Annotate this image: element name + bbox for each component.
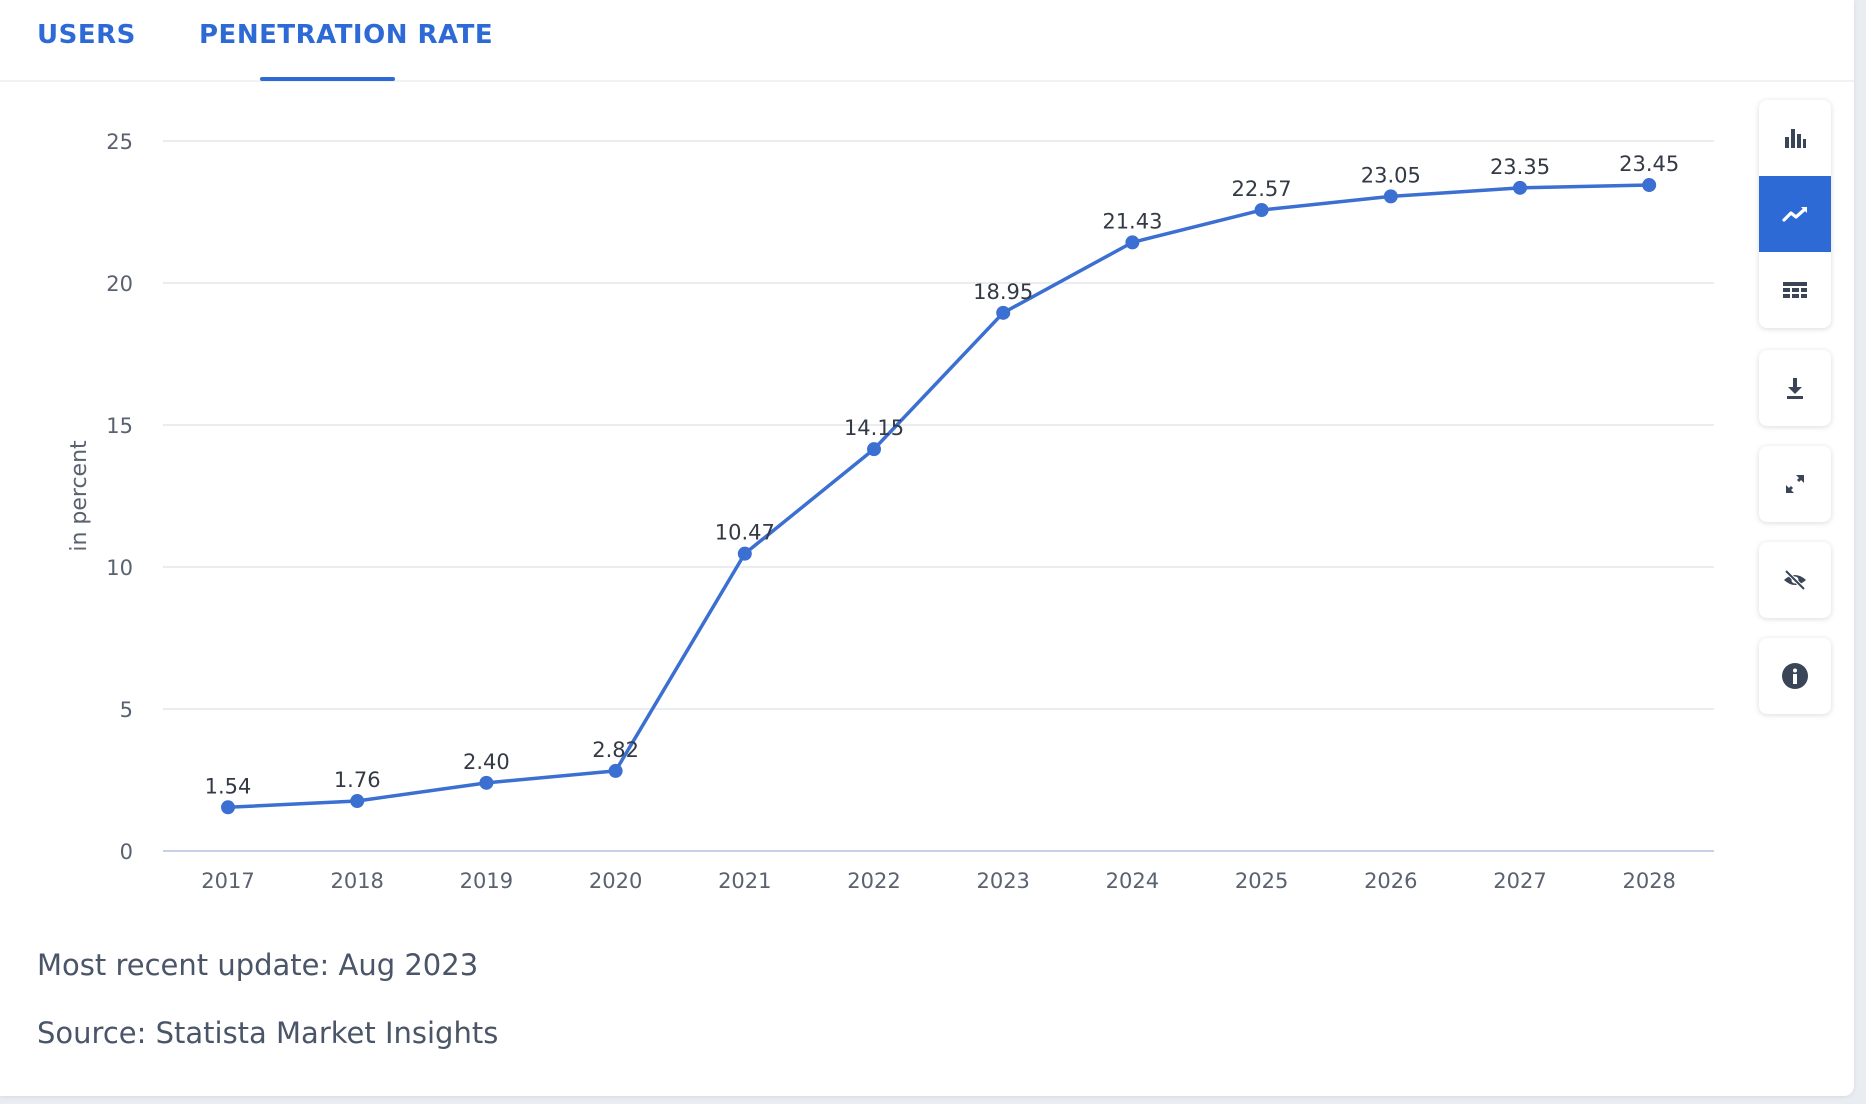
data-label: 1.54 [205, 774, 252, 798]
line-chart-icon [1782, 207, 1807, 222]
chart-type-group [1759, 100, 1831, 328]
data-label: 1.76 [334, 768, 381, 792]
data-label: 21.43 [1102, 209, 1162, 233]
info-icon [1782, 663, 1808, 689]
table-button[interactable] [1759, 252, 1831, 328]
data-label: 23.45 [1619, 152, 1679, 176]
data-point [737, 546, 752, 561]
data-label: 2.40 [463, 750, 510, 774]
x-tick-label: 2023 [976, 869, 1029, 893]
bar-chart-icon [1785, 129, 1806, 148]
line-chart-button[interactable] [1759, 176, 1831, 252]
y-tick-label: 5 [120, 698, 133, 722]
y-tick-label: 10 [106, 556, 133, 580]
data-point [867, 442, 881, 457]
x-tick-label: 2019 [460, 869, 513, 893]
data-point [1383, 189, 1398, 204]
x-tick-label: 2021 [718, 869, 771, 893]
data-label: 23.35 [1490, 155, 1550, 179]
data-point [479, 775, 494, 790]
data-point [608, 763, 623, 778]
data-point [1642, 178, 1657, 193]
data-label: 10.47 [715, 521, 775, 545]
info-button[interactable] [1759, 638, 1831, 714]
x-tick-label: 2018 [330, 869, 383, 893]
data-label: 14.15 [844, 416, 904, 440]
hide-icon [1784, 569, 1806, 591]
y-tick-label: 20 [106, 272, 133, 296]
hide-button[interactable] [1759, 542, 1831, 618]
data-label: 2.82 [592, 738, 639, 762]
active-tab-indicator [260, 77, 395, 81]
y-tick-label: 0 [120, 840, 133, 864]
data-point [996, 305, 1011, 320]
data-point [1254, 203, 1269, 218]
data-label: 18.95 [973, 280, 1033, 304]
x-tick-label: 2026 [1364, 869, 1417, 893]
x-tick-label: 2025 [1235, 869, 1288, 893]
x-tick-label: 2022 [847, 869, 900, 893]
tab-users[interactable]: USERS [37, 20, 136, 50]
data-point [350, 794, 365, 809]
last-update-text: Most recent update: Aug 2023 [37, 948, 479, 982]
data-label: 23.05 [1361, 163, 1421, 187]
x-tick-label: 2017 [201, 869, 254, 893]
data-point [1513, 180, 1527, 195]
y-tick-label: 25 [106, 130, 133, 154]
source-text: Source: Statista Market Insights [37, 1016, 499, 1050]
download-icon [1787, 378, 1803, 399]
tab-bar: USERS PENETRATION RATE [0, 0, 1854, 82]
y-axis-label: in percent [67, 440, 92, 552]
tab-penetration-rate[interactable]: PENETRATION RATE [199, 20, 494, 50]
x-tick-label: 2024 [1106, 869, 1159, 893]
y-tick-label: 15 [106, 414, 133, 438]
fullscreen-button[interactable] [1759, 446, 1831, 522]
expand-icon [1785, 474, 1805, 494]
download-button[interactable] [1759, 350, 1831, 426]
data-label: 22.57 [1232, 177, 1292, 201]
data-point [221, 800, 235, 815]
bar-chart-button[interactable] [1759, 100, 1831, 176]
series-line [227, 183, 1650, 810]
x-tick-label: 2027 [1493, 869, 1546, 893]
table-icon [1783, 282, 1807, 298]
data-point [1125, 235, 1140, 250]
x-tick-label: 2028 [1622, 869, 1675, 893]
x-tick-label: 2020 [589, 869, 642, 893]
